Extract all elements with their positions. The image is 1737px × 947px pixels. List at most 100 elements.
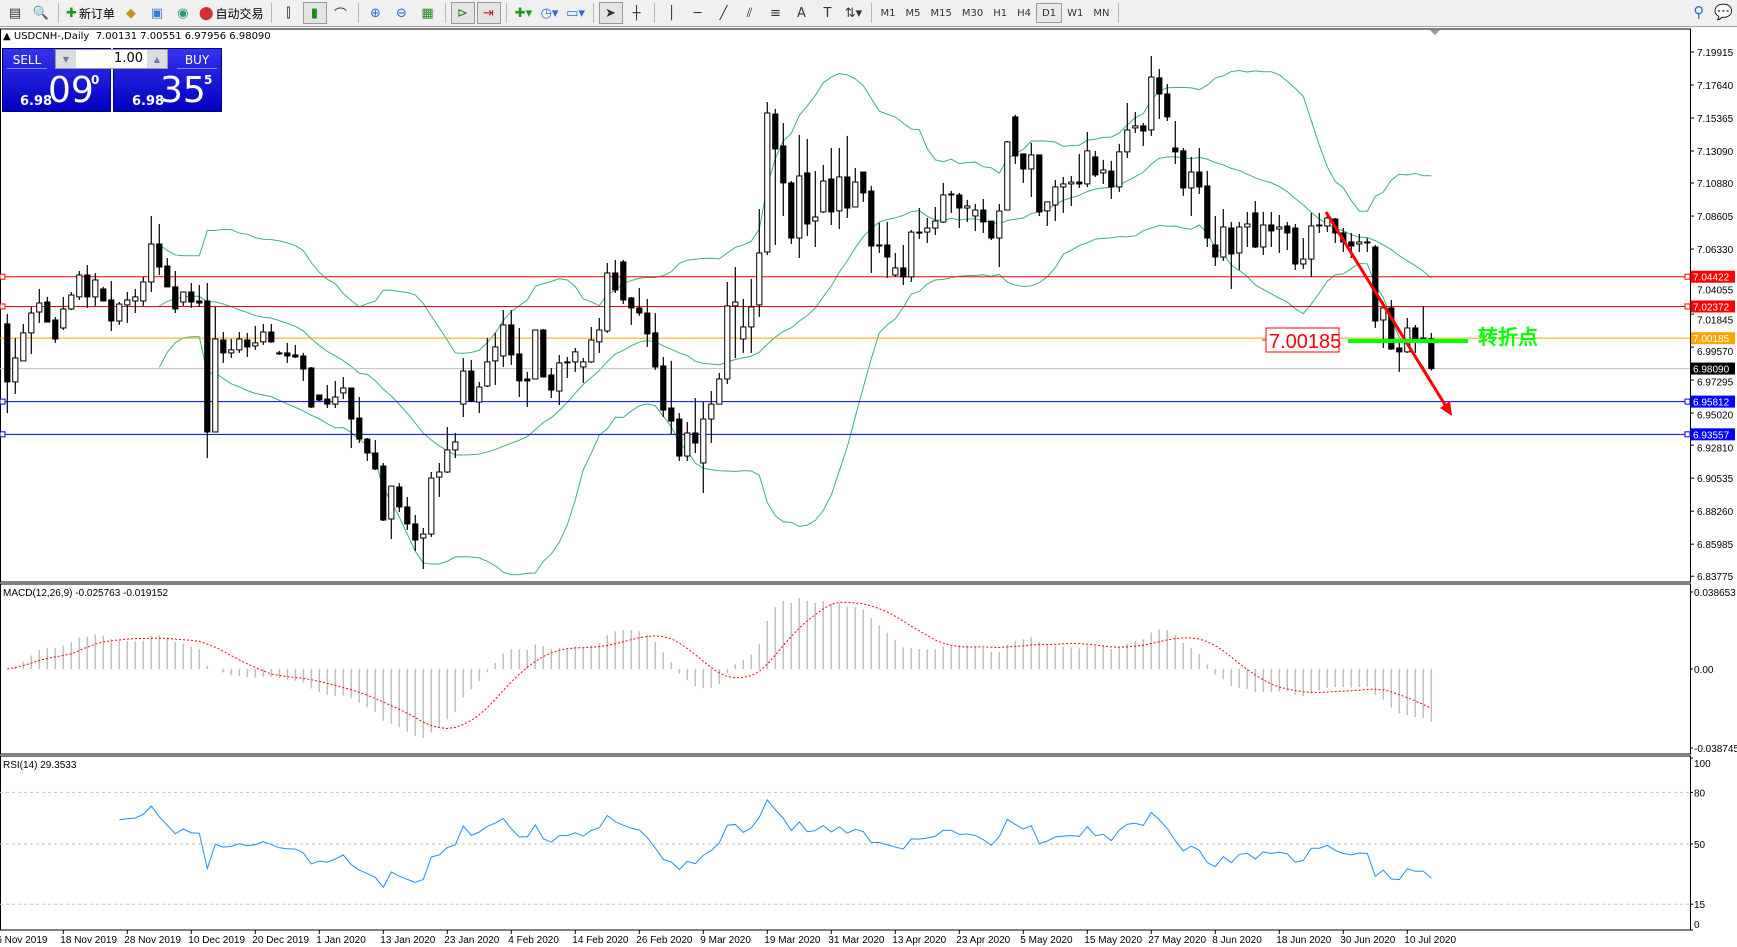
signals-icon[interactable]: ◉ [177,5,189,21]
vertical-line-icon[interactable]: │ [667,5,676,21]
toolbar-separator [270,3,272,23]
candle [540,328,547,378]
timeframe-mn[interactable]: MN [1093,7,1110,19]
tile-windows-icon[interactable]: ▦ [421,5,434,21]
candle-body [948,193,955,196]
candle-body [940,194,947,223]
lot-size-input[interactable]: 1.00 [114,51,143,66]
terminal-icon[interactable]: ▣ [150,5,164,21]
text-label-icon[interactable]: T [823,5,832,21]
toolbar-separator [870,3,872,23]
lot-decrease-icon[interactable]: ▼ [56,50,76,68]
timeframe-d1[interactable]: D1 [1036,3,1063,23]
candle-body [1324,217,1331,227]
candle [404,496,411,531]
lot-increase-icon[interactable]: ▲ [147,50,167,68]
bar-chart-icon[interactable]: ⫿ [286,5,291,21]
candle [580,357,587,383]
timeframe-m1[interactable]: M1 [880,7,896,19]
periods-icon[interactable]: ◷▾ [540,5,559,21]
line-chart-icon[interactable]: ⌒ [333,7,347,23]
candle [652,313,659,370]
sell-button[interactable]: SELL [7,51,47,69]
price-box-frame [1265,327,1340,353]
candle-body [468,370,475,402]
hline-anchor-left [0,431,6,438]
candle-body [668,407,675,422]
candle-body [892,267,899,276]
candle-body [428,477,435,535]
timeframe-h1[interactable]: H1 [993,7,1008,19]
time-label: 10 Dec 2019 [188,935,245,946]
arrows-icon[interactable]: ⇅▾ [844,5,863,21]
candle-body [1396,347,1403,353]
chart-shift-icon[interactable]: ⇥ [476,2,501,24]
candle [316,394,323,402]
new-order-button[interactable]: ✚ 新订单 [64,2,117,24]
candle-body [316,394,323,401]
candle [260,323,267,345]
rsi-line [119,798,1432,889]
zoom-in-icon[interactable]: ⊕ [370,5,381,21]
main-toolbar: ▤ 🔍 ✚ 新订单 ◆ ▣ ◉ ⬤ 自动交易 ⫿ ▮ ⌒ ⊕ ⊖ ▦ ⊳ ⇥ ✚▾ … [0,0,1737,27]
candle [756,209,763,317]
candle-body [444,449,451,473]
rsi-tick-label: 50 [1694,840,1706,851]
candle-body [1116,151,1123,188]
macd-pane-frame [0,583,1691,755]
candle-body [1348,241,1355,247]
candle-body [1164,93,1171,118]
candle [676,413,683,461]
candle [284,342,291,363]
candle [532,329,539,380]
candle-body [676,418,683,457]
candle [44,296,51,323]
rsi-tick-label: 0 [1694,920,1700,931]
time-label: 31 Mar 2020 [828,935,885,946]
timeframe-m5[interactable]: M5 [905,7,921,19]
metaeditor-icon[interactable]: ◆ [125,5,136,21]
lot-size-stepper[interactable]: ▼ 1.00 ▲ [55,49,168,69]
price-label-pivot: 7.00185 [1693,334,1730,345]
equidistant-channel-icon[interactable]: ⫽ [746,5,753,21]
timeframe-m15[interactable]: M15 [930,7,952,19]
indicators-icon[interactable]: ✚▾ [514,5,533,21]
templates-icon[interactable]: ▭▾ [566,5,585,21]
candle-body [300,355,307,370]
candle-body [844,176,851,209]
market-watch-icon[interactable]: ▤ [8,5,22,21]
horizontal-line-icon[interactable]: ─ [693,5,702,21]
candle-body [1052,186,1059,206]
chat-icon[interactable]: 💬 [1714,3,1733,21]
candle-body [44,301,51,323]
trendline-icon[interactable]: ╱ [719,5,728,21]
candle [1188,156,1195,216]
sell-price-prefix: 6.98 [20,94,53,109]
text-icon[interactable]: A [797,5,806,21]
fibonacci-icon[interactable]: ≡ [770,5,781,21]
zoom-out-icon[interactable]: ⊖ [396,5,407,21]
timeframe-group: M1 M5 M15 M30 H1 H4 D1 W1 MN [876,3,1115,23]
buy-button[interactable]: BUY [177,51,217,69]
candle [348,387,355,449]
auto-trading-button[interactable]: ⬤ 自动交易 [197,2,266,24]
candle-body [508,324,515,356]
candle [596,317,603,353]
auto-scroll-icon[interactable]: ⊳ [450,2,475,24]
collapse-arrow-icon[interactable]: ▲ [3,31,11,42]
candlestick-chart-icon[interactable]: ▮ [302,2,327,24]
crosshair-icon[interactable]: ┼ [632,5,641,21]
candle-body [868,190,875,247]
candle-body [268,331,275,343]
timeframe-w1[interactable]: W1 [1067,7,1084,19]
data-window-icon[interactable]: 🔍 [32,5,50,21]
candle [340,376,347,400]
timeframe-m30[interactable]: M30 [961,7,984,19]
search-icon[interactable]: ⚲ [1693,3,1705,21]
candle [820,164,827,213]
cursor-icon[interactable]: ➤ [598,2,623,24]
candle [716,372,723,405]
chart-shift-marker [1430,30,1440,35]
timeframe-h4[interactable]: H4 [1017,7,1031,19]
